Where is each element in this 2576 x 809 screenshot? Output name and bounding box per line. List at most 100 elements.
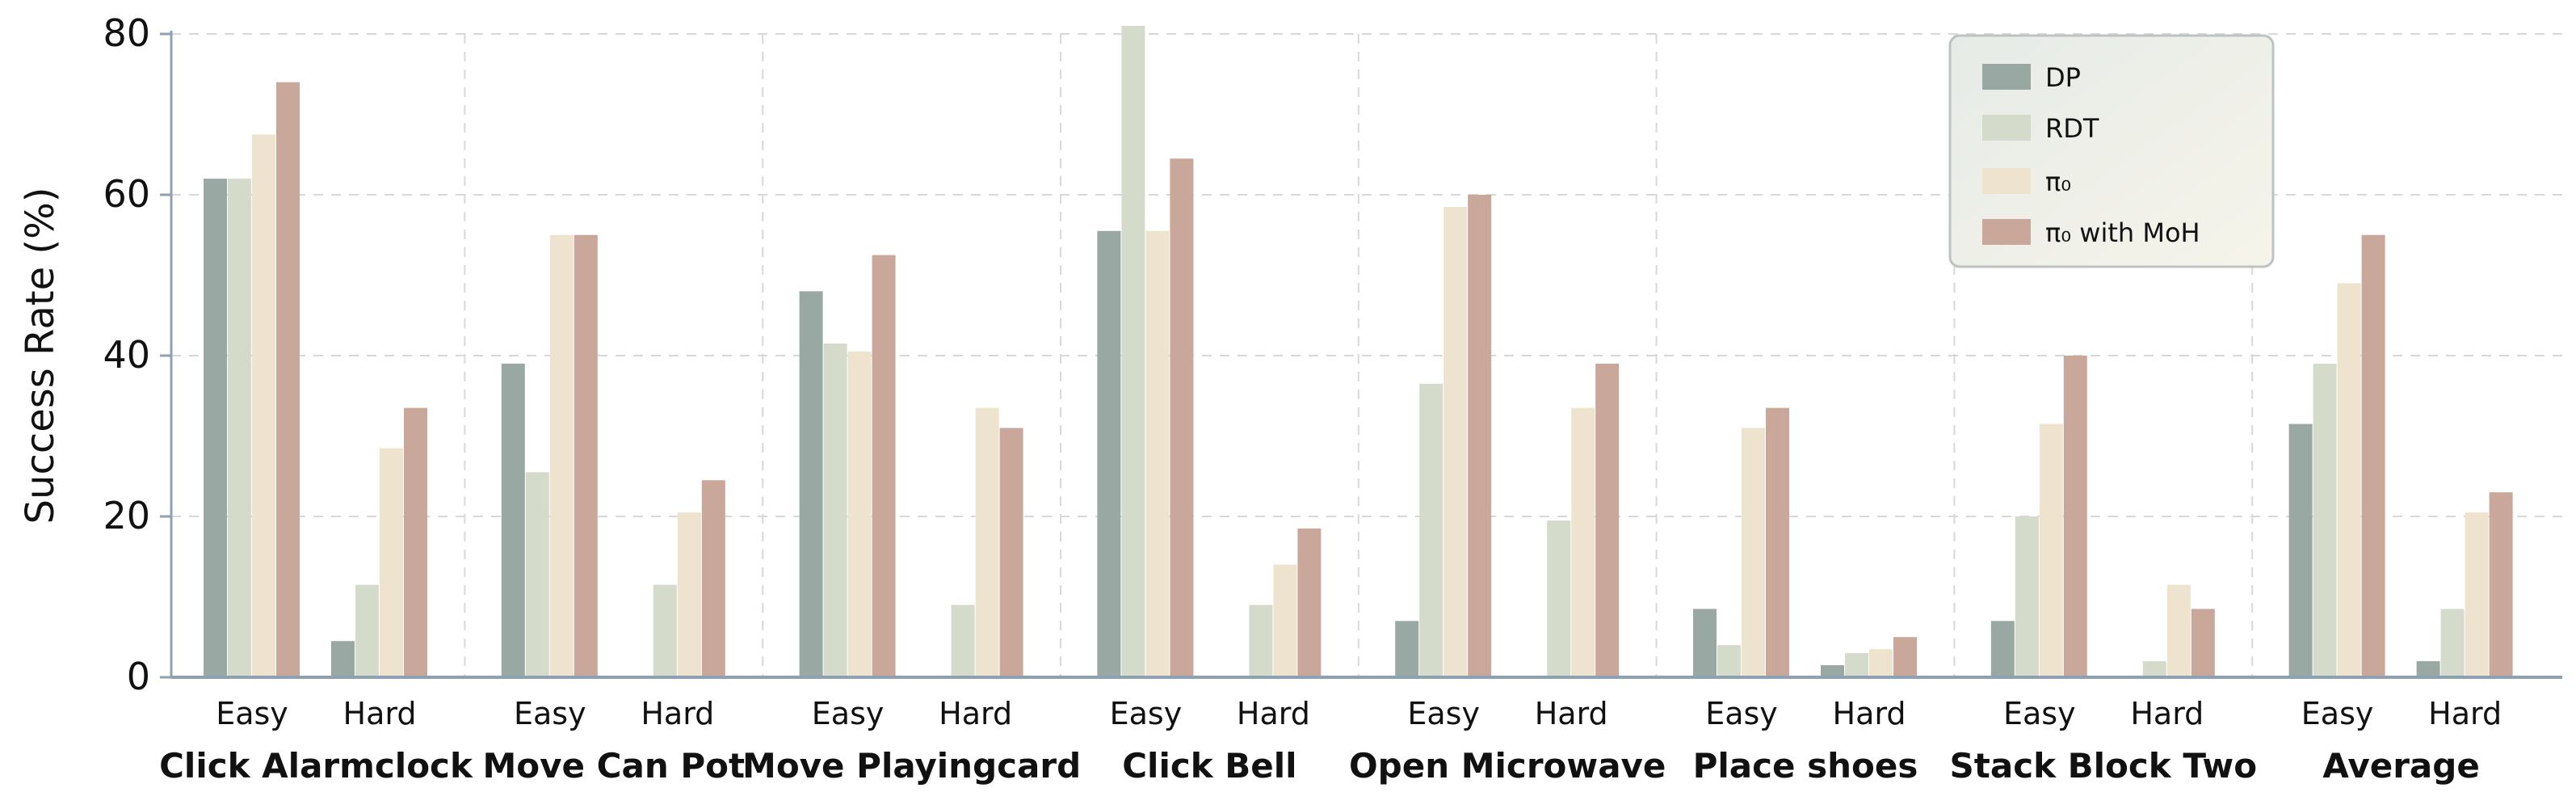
- bar: [951, 605, 975, 677]
- bar: [975, 407, 999, 677]
- y-tick-label: 40: [103, 333, 150, 377]
- bar: [2288, 423, 2313, 677]
- bar: [1297, 528, 1322, 677]
- y-tick-label: 20: [103, 494, 150, 537]
- bar: [204, 179, 227, 678]
- group-label: Move Can Pot: [483, 746, 746, 786]
- x-tick-label: Hard: [2428, 696, 2502, 731]
- y-tick-label: 60: [103, 172, 150, 216]
- legend: DP RDT π₀ π₀ with MoH: [1948, 34, 2275, 268]
- legend-swatch: [1982, 168, 2031, 194]
- bar: [1742, 428, 1765, 677]
- x-tick-label: Easy: [1705, 696, 1778, 731]
- y-tick-label: 0: [127, 655, 150, 698]
- group-label: Stack Block Two: [1950, 746, 2258, 786]
- bar: [653, 584, 677, 677]
- group-label: Move Playingcard: [742, 746, 1081, 786]
- bar: [999, 428, 1023, 677]
- bar: [2039, 423, 2063, 677]
- x-tick-label: Easy: [2003, 696, 2076, 731]
- legend-label: RDT: [2045, 113, 2099, 144]
- bar: [1990, 621, 2015, 677]
- bar: [701, 480, 725, 677]
- bar: [2337, 283, 2361, 677]
- bar: [1821, 665, 1844, 677]
- bar: [228, 179, 251, 678]
- bar: [1395, 621, 1419, 677]
- bar: [404, 407, 427, 677]
- x-tick-label: Hard: [641, 696, 714, 731]
- bar: [525, 472, 549, 677]
- legend-swatch: [1982, 219, 2031, 245]
- bar: [1097, 230, 1121, 677]
- bar: [1121, 26, 1145, 678]
- bar: [872, 255, 896, 677]
- bar: [2166, 584, 2191, 677]
- bar: [2465, 512, 2489, 677]
- bar: [331, 641, 355, 677]
- legend-label: DP: [2045, 62, 2081, 93]
- bar: [501, 363, 525, 677]
- bar: [574, 234, 598, 677]
- axis-labels: Easy Hard Click Alarmclock Easy Hard Move Can…: [18, 188, 2502, 786]
- bar: [1468, 195, 1492, 677]
- legend-label: π₀ with MoH: [2045, 217, 2200, 248]
- bar: [1717, 645, 1741, 677]
- bar: [2063, 356, 2087, 677]
- bar: [2191, 609, 2215, 677]
- bar: [549, 234, 574, 677]
- x-tick-label: Hard: [343, 696, 417, 731]
- x-tick-label: Hard: [2130, 696, 2204, 731]
- bar: [2015, 516, 2039, 677]
- bar: [677, 512, 701, 677]
- x-tick-label: Hard: [939, 696, 1012, 731]
- bar: [355, 584, 379, 677]
- bar: [1145, 230, 1170, 677]
- legend-swatch: [1982, 115, 2031, 141]
- x-tick-label: Easy: [2301, 696, 2374, 731]
- bar: [799, 291, 823, 677]
- bar: [2440, 609, 2465, 677]
- bar: [1571, 407, 1595, 677]
- bar: [380, 448, 403, 677]
- group-label: Click Alarmclock: [159, 746, 473, 786]
- bar: [2313, 363, 2337, 677]
- bar: [1766, 407, 1789, 677]
- y-axis-title: Success Rate (%): [18, 188, 63, 525]
- y-tick-label: 80: [103, 11, 150, 55]
- bar: [2361, 234, 2385, 677]
- axes: 0 20 40 60 80: [103, 11, 2562, 698]
- bar: [2489, 492, 2513, 677]
- bar: [1693, 609, 1717, 677]
- x-tick-label: Easy: [216, 696, 288, 731]
- x-tick-label: Easy: [514, 696, 586, 731]
- group-label: Open Microwave: [1349, 746, 1666, 786]
- bar: [1595, 363, 1620, 677]
- bar: [252, 134, 275, 677]
- bar: [823, 343, 847, 677]
- bar: [1893, 637, 1917, 677]
- bar: [276, 82, 300, 677]
- group-label: Average: [2322, 746, 2479, 786]
- bar: [1869, 649, 1893, 677]
- group-label: Place shoes: [1693, 746, 1918, 786]
- x-tick-label: Hard: [1833, 696, 1906, 731]
- bar: [2142, 661, 2166, 677]
- x-tick-label: Easy: [1110, 696, 1183, 731]
- bar: [1845, 653, 1868, 677]
- bar: [1547, 520, 1571, 677]
- bars: [204, 26, 2513, 678]
- bar: [1419, 383, 1443, 677]
- bar: [1249, 605, 1273, 677]
- group-label: Click Bell: [1122, 746, 1296, 786]
- x-tick-label: Easy: [812, 696, 885, 731]
- x-tick-label: Hard: [1535, 696, 1608, 731]
- bar: [847, 352, 872, 677]
- legend-box: [1948, 34, 2275, 268]
- bar: [2416, 661, 2440, 677]
- x-tick-label: Hard: [1237, 696, 1310, 731]
- bar: [1273, 564, 1297, 677]
- bar: [1443, 206, 1468, 678]
